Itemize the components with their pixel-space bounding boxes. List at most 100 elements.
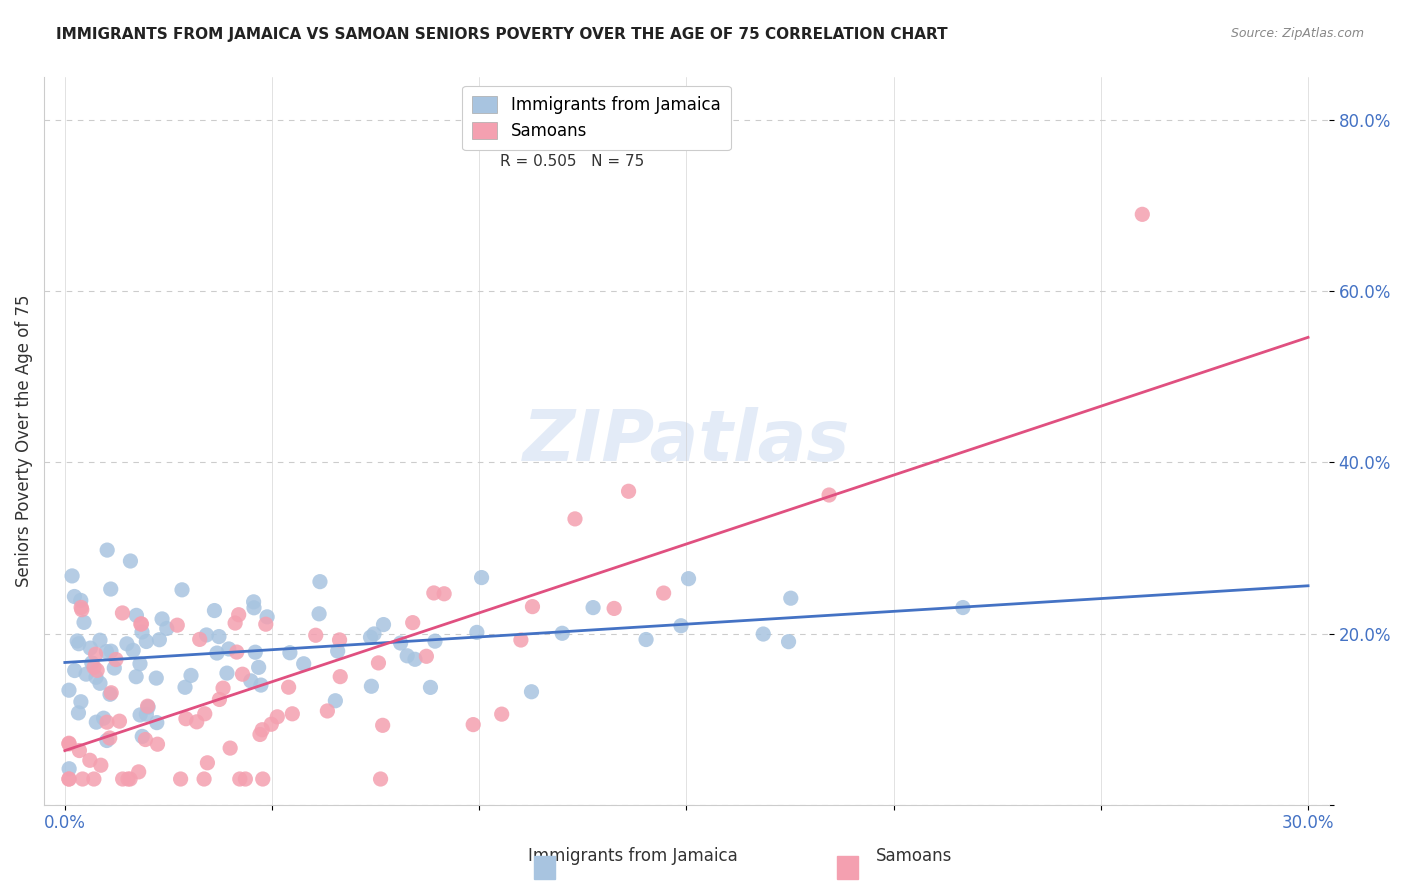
Samoans bbox=[98, 731, 121, 745]
Samoans bbox=[415, 649, 437, 664]
Samoans bbox=[67, 743, 90, 757]
Immigrants from Jamaica bbox=[396, 648, 419, 663]
Samoans bbox=[254, 617, 277, 632]
Immigrants from Jamaica bbox=[779, 591, 801, 606]
Immigrants from Jamaica bbox=[93, 711, 115, 725]
Samoans bbox=[169, 772, 191, 786]
Samoans bbox=[522, 599, 544, 614]
Samoans bbox=[79, 753, 101, 767]
Immigrants from Jamaica bbox=[669, 619, 692, 633]
Immigrants from Jamaica bbox=[551, 626, 574, 640]
Samoans bbox=[231, 667, 253, 681]
Samoans bbox=[228, 607, 250, 622]
Immigrants from Jamaica bbox=[67, 706, 90, 720]
Samoans bbox=[131, 616, 153, 631]
Immigrants from Jamaica bbox=[75, 667, 97, 681]
Samoans bbox=[70, 600, 93, 615]
Immigrants from Jamaica bbox=[146, 715, 169, 730]
Samoans bbox=[370, 772, 392, 786]
Samoans bbox=[146, 737, 169, 751]
Immigrants from Jamaica bbox=[136, 700, 159, 714]
Samoans bbox=[194, 706, 217, 721]
Immigrants from Jamaica bbox=[66, 634, 89, 648]
Samoans bbox=[603, 601, 626, 615]
Samoans bbox=[652, 586, 675, 600]
Immigrants from Jamaica bbox=[636, 632, 658, 647]
Immigrants from Jamaica bbox=[131, 730, 153, 744]
Immigrants from Jamaica bbox=[204, 603, 226, 617]
Immigrants from Jamaica bbox=[242, 595, 264, 609]
Samoans bbox=[83, 660, 105, 674]
Samoans bbox=[83, 772, 105, 786]
Samoans bbox=[84, 647, 107, 661]
Immigrants from Jamaica bbox=[96, 543, 118, 558]
Samoans bbox=[1130, 207, 1153, 221]
Immigrants from Jamaica bbox=[752, 627, 775, 641]
Samoans bbox=[193, 772, 215, 786]
Immigrants from Jamaica bbox=[100, 582, 122, 596]
Immigrants from Jamaica bbox=[308, 607, 330, 621]
Immigrants from Jamaica bbox=[582, 600, 605, 615]
Samoans bbox=[134, 732, 156, 747]
Samoans bbox=[111, 606, 134, 620]
Immigrants from Jamaica bbox=[125, 670, 148, 684]
Samoans bbox=[423, 586, 446, 600]
Immigrants from Jamaica bbox=[129, 708, 152, 723]
Text: Samoans: Samoans bbox=[876, 847, 952, 865]
Samoans bbox=[402, 615, 425, 630]
Samoans bbox=[96, 715, 118, 730]
Immigrants from Jamaica bbox=[360, 679, 382, 693]
Samoans bbox=[249, 727, 271, 741]
Samoans bbox=[509, 633, 531, 648]
Immigrants from Jamaica bbox=[63, 664, 86, 678]
Immigrants from Jamaica bbox=[60, 569, 83, 583]
Immigrants from Jamaica bbox=[135, 634, 157, 648]
Immigrants from Jamaica bbox=[215, 666, 238, 681]
Samoans bbox=[367, 656, 389, 670]
Samoans bbox=[564, 512, 586, 526]
Samoans bbox=[491, 707, 513, 722]
Immigrants from Jamaica bbox=[103, 661, 125, 675]
Samoans bbox=[72, 772, 94, 786]
Immigrants from Jamaica bbox=[174, 680, 197, 694]
Samoans bbox=[58, 737, 80, 751]
Samoans bbox=[463, 717, 485, 731]
Immigrants from Jamaica bbox=[80, 656, 103, 670]
Immigrants from Jamaica bbox=[145, 671, 167, 685]
Immigrants from Jamaica bbox=[326, 644, 349, 658]
Immigrants from Jamaica bbox=[148, 632, 170, 647]
Immigrants from Jamaica bbox=[325, 694, 347, 708]
Samoans bbox=[174, 712, 197, 726]
Samoans bbox=[329, 670, 352, 684]
Immigrants from Jamaica bbox=[58, 683, 80, 698]
Immigrants from Jamaica bbox=[63, 590, 86, 604]
Immigrants from Jamaica bbox=[89, 633, 111, 648]
Samoans bbox=[208, 692, 231, 706]
Immigrants from Jamaica bbox=[84, 715, 107, 730]
Immigrants from Jamaica bbox=[363, 627, 385, 641]
Immigrants from Jamaica bbox=[79, 641, 101, 656]
Samoans bbox=[108, 714, 131, 728]
Text: Immigrants from Jamaica: Immigrants from Jamaica bbox=[527, 847, 738, 865]
Immigrants from Jamaica bbox=[122, 643, 145, 657]
Immigrants from Jamaica bbox=[89, 676, 111, 690]
Immigrants from Jamaica bbox=[239, 673, 262, 688]
Samoans bbox=[166, 618, 188, 632]
Immigrants from Jamaica bbox=[100, 644, 122, 658]
Immigrants from Jamaica bbox=[67, 637, 90, 651]
Samoans bbox=[58, 772, 80, 786]
Immigrants from Jamaica bbox=[520, 684, 543, 698]
Samoans bbox=[117, 772, 139, 786]
Samoans bbox=[186, 714, 208, 729]
Immigrants from Jamaica bbox=[404, 652, 426, 666]
Immigrants from Jamaica bbox=[465, 625, 488, 640]
Samoans bbox=[197, 756, 219, 770]
Immigrants from Jamaica bbox=[135, 707, 157, 722]
Immigrants from Jamaica bbox=[115, 637, 138, 651]
Immigrants from Jamaica bbox=[208, 630, 231, 644]
Text: Source: ZipAtlas.com: Source: ZipAtlas.com bbox=[1230, 27, 1364, 40]
Samoans bbox=[277, 680, 299, 694]
Samoans bbox=[128, 764, 150, 779]
Immigrants from Jamaica bbox=[247, 660, 270, 674]
Immigrants from Jamaica bbox=[218, 642, 240, 657]
